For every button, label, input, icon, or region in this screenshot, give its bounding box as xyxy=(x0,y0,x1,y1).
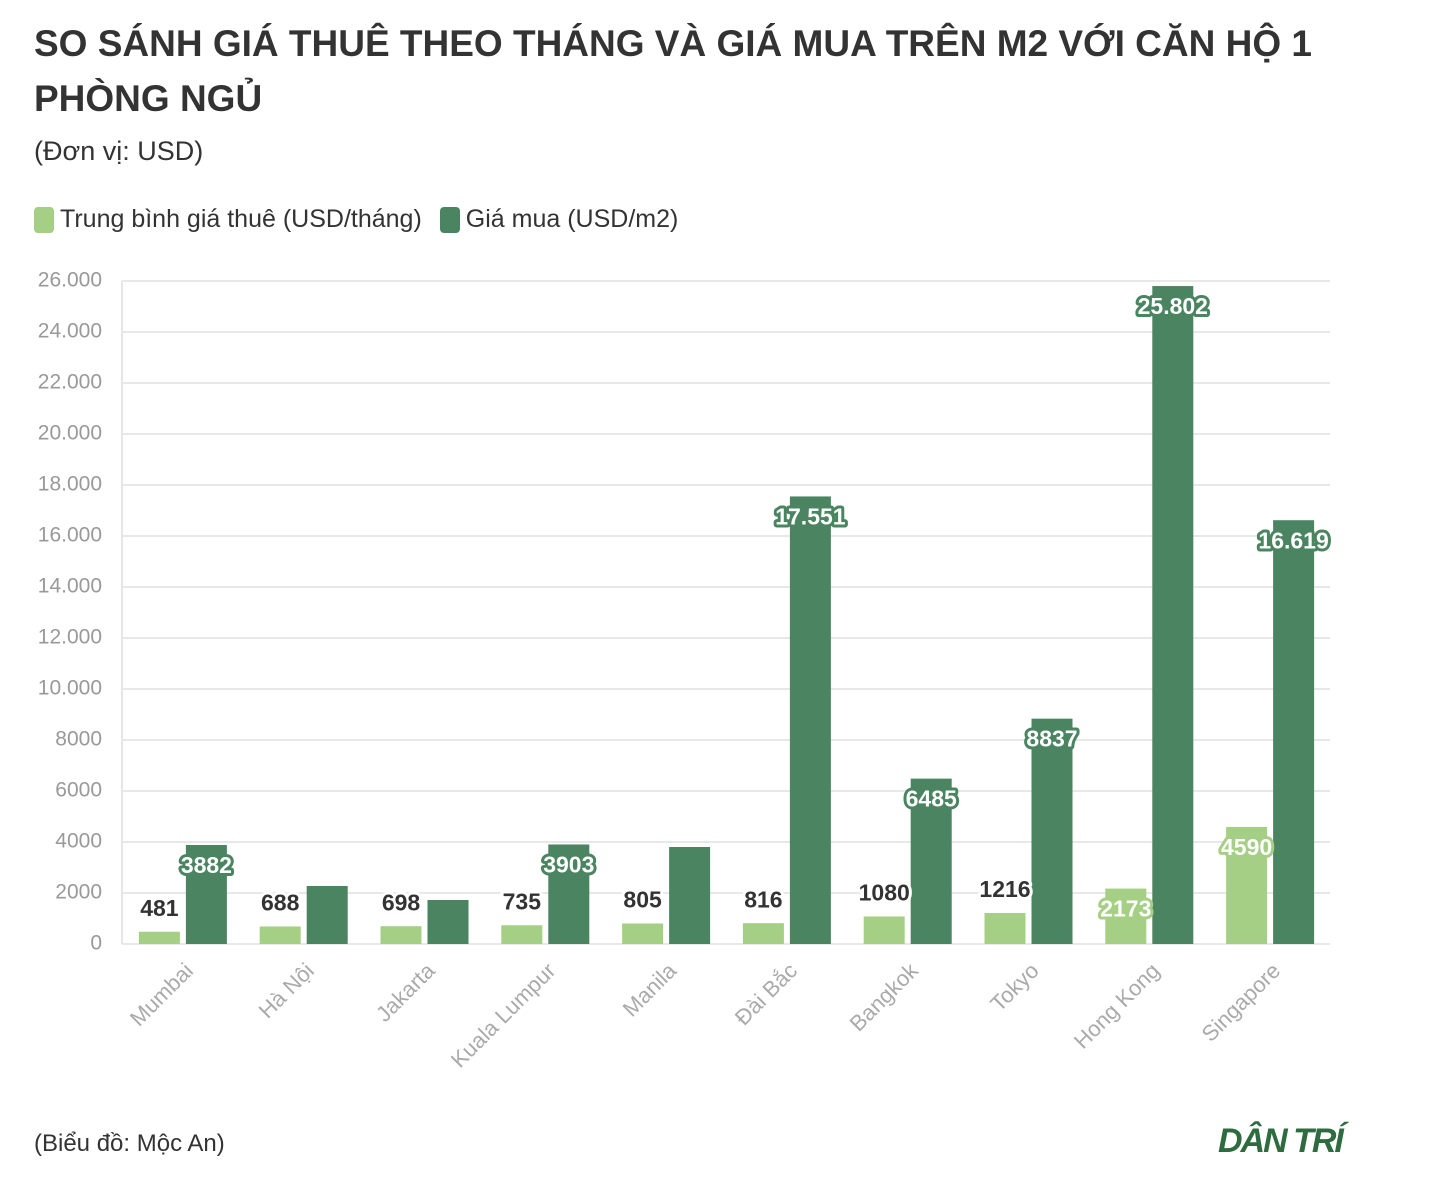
bar xyxy=(138,931,180,944)
bar xyxy=(1226,826,1268,944)
y-tick-label: 26.000 xyxy=(38,269,102,292)
y-tick-label: 0 xyxy=(90,932,102,955)
bar xyxy=(548,844,590,944)
bar xyxy=(622,923,664,944)
bar xyxy=(380,926,422,944)
data-label: 3903 xyxy=(543,852,594,878)
bar xyxy=(1031,718,1073,944)
bar xyxy=(1152,286,1194,944)
bar xyxy=(910,778,952,944)
legend: Trung bình giá thuê (USD/tháng) Giá mua (… xyxy=(34,205,678,234)
data-label: 481 xyxy=(140,895,179,921)
bar xyxy=(1105,888,1147,944)
y-tick-label: 14.000 xyxy=(38,575,102,598)
x-tick-label: Manila xyxy=(618,957,682,1021)
bar xyxy=(789,496,831,944)
x-tick-label: Hong Kong xyxy=(1069,958,1165,1054)
bar xyxy=(984,912,1026,944)
x-tick-label: Tokyo xyxy=(985,958,1043,1016)
chart-title: SO SÁNH GIÁ THUÊ THEO THÁNG VÀ GIÁ MUA T… xyxy=(34,23,1312,119)
data-label: 805 xyxy=(623,887,662,913)
y-tick-label: 6000 xyxy=(55,779,102,802)
x-tick-label: Kuala Lumpur xyxy=(446,958,561,1073)
bar xyxy=(669,846,711,944)
x-tick-label: Đài Bắc xyxy=(730,958,802,1030)
data-label: 1216 xyxy=(979,876,1030,902)
legend-item: Giá mua (USD/m2) xyxy=(439,205,679,234)
y-tick-label: 2000 xyxy=(55,881,102,904)
source: (Biểu đồ: Mộc An) xyxy=(34,1130,225,1157)
data-label: 735 xyxy=(503,888,542,914)
y-tick-label: 4000 xyxy=(55,830,102,853)
bar xyxy=(863,916,905,944)
data-label: 16.619 xyxy=(1258,527,1328,553)
data-label: 8837 xyxy=(1026,726,1077,752)
x-tick-label: Singapore xyxy=(1197,958,1286,1047)
subtitle: (Đơn vị: USD) xyxy=(34,136,204,166)
data-label: 17.551 xyxy=(775,504,846,530)
legend-label: Giá mua (USD/m2) xyxy=(465,205,679,233)
x-tick-label: Bangkok xyxy=(845,957,924,1036)
legend-swatch xyxy=(439,206,460,233)
data-label: 25.802 xyxy=(1138,293,1208,319)
bar xyxy=(185,845,227,944)
bar xyxy=(306,885,348,944)
y-tick-label: 10.000 xyxy=(38,677,102,700)
legend-label: Trung bình giá thuê (USD/tháng) xyxy=(60,205,422,233)
x-tick-label: Hà Nội xyxy=(254,958,319,1023)
data-label: 3882 xyxy=(181,852,232,878)
y-tick-label: 16.000 xyxy=(38,524,102,547)
data-label: 688 xyxy=(261,890,300,916)
y-tick-label: 18.000 xyxy=(38,473,102,496)
bar xyxy=(259,926,301,944)
legend-item: Trung bình giá thuê (USD/tháng) xyxy=(34,205,422,234)
y-tick-label: 12.000 xyxy=(38,626,102,649)
bar xyxy=(1273,520,1315,944)
bar xyxy=(742,923,784,944)
y-tick-label: 24.000 xyxy=(38,320,102,343)
x-tick-label: Mumbai xyxy=(125,958,198,1031)
y-tick-label: 8000 xyxy=(55,728,102,751)
x-tick-label: Jakarta xyxy=(371,957,440,1026)
y-tick-label: 22.000 xyxy=(38,371,102,394)
data-label: 816 xyxy=(744,886,782,912)
data-label: 6485 xyxy=(906,786,957,812)
data-label: 1080 xyxy=(859,880,910,906)
logo: DÂN TRÍ xyxy=(1218,1122,1344,1160)
bar xyxy=(501,925,543,944)
chart: 0 2000 4000 6000 8000 10.000 12.000 14.000 16.00… xyxy=(38,269,1332,1073)
bar xyxy=(427,900,469,944)
data-label: 698 xyxy=(382,889,421,915)
data-label: 4590 xyxy=(1221,834,1272,860)
y-tick-label: 20.000 xyxy=(38,422,102,445)
legend-swatch xyxy=(34,206,54,233)
data-label: 2173 xyxy=(1100,896,1151,922)
